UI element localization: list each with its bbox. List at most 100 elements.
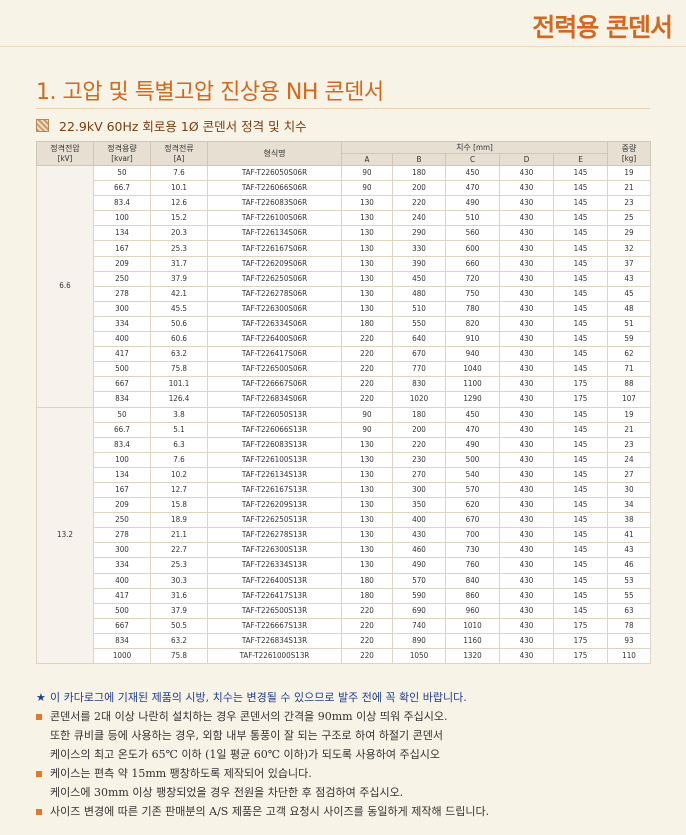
table-cell: 400 <box>93 331 151 348</box>
table-cell: 10.2 <box>150 466 208 483</box>
table-row: 834 126.4 TAF-T226834S06R 220 1020 1290 430 175… <box>37 391 651 408</box>
table-cell: 32 <box>607 240 651 257</box>
table-cell: 130 <box>341 497 393 514</box>
table-cell: 145 <box>553 285 608 302</box>
table-cell: 1100 <box>445 376 500 393</box>
table-cell: 209 <box>93 255 151 272</box>
table-cell: 470 <box>445 180 500 197</box>
table-cell: 6.3 <box>150 436 208 453</box>
table-cell: 48 <box>607 300 651 317</box>
table-cell: 66.7 <box>93 421 151 438</box>
table-cell: 590 <box>392 587 446 604</box>
table-cell: 740 <box>392 617 446 634</box>
table-cell: 209 <box>93 497 151 514</box>
header-dimensions: 치수 [mm] <box>341 141 608 154</box>
table-cell: 450 <box>392 270 446 287</box>
table-cell: 34 <box>607 497 651 514</box>
table-cell: 126.4 <box>150 391 208 408</box>
table-cell: 860 <box>445 587 500 604</box>
table-row: 100 15.2 TAF-T226100S06R 130 240 510 430 145 25 <box>37 210 651 227</box>
table-subtitle: 22.9kV 60Hz 회로용 1Ø 콘덴서 정격 및 치수 <box>36 116 307 135</box>
table-cell: 430 <box>499 466 554 483</box>
table-cell: 45.5 <box>150 300 208 317</box>
table-cell: 430 <box>499 346 554 363</box>
table-cell: 30 <box>607 481 651 499</box>
table-cell: 130 <box>341 542 393 559</box>
table-cell: 100 <box>93 451 151 468</box>
table-cell: 38 <box>607 512 651 529</box>
table-cell: 10.1 <box>150 180 208 197</box>
table-cell: 390 <box>392 255 446 272</box>
table-cell: 167 <box>93 240 151 257</box>
table-cell: 180 <box>392 164 446 182</box>
table-cell: 400 <box>93 572 151 589</box>
table-cell: 130 <box>341 436 393 453</box>
table-cell: 45 <box>607 285 651 302</box>
notes-list: 콘덴서를 2대 이상 나란히 설치하는 경우 콘덴서의 간격을 90mm 이상 … <box>36 707 666 821</box>
table-cell: 500 <box>93 602 151 619</box>
table-cell: TAF-T226334S06R <box>207 315 342 333</box>
table-cell: 350 <box>392 497 446 514</box>
table-cell: 1020 <box>392 391 446 408</box>
table-row: 66.7 10.1 TAF-T226066S06R 90 200 470 430 145 21 <box>37 180 651 197</box>
table-cell: 430 <box>499 632 554 650</box>
table-cell: TAF-T226417S13R <box>207 587 342 604</box>
table-cell: 145 <box>553 361 608 378</box>
table-cell: 22.7 <box>150 542 208 559</box>
table-cell: 430 <box>499 270 554 287</box>
star-icon: ★ <box>36 691 46 704</box>
table-cell: 130 <box>341 451 393 468</box>
table-cell: 430 <box>499 255 554 272</box>
table-cell: TAF-T226134S06R <box>207 225 342 242</box>
table-cell: TAF-T226334S13R <box>207 557 342 574</box>
header-dim-d: D <box>499 153 554 166</box>
header-capacity-label: 정격용량 [kvar] <box>107 143 137 163</box>
table-cell: 330 <box>392 240 446 257</box>
table-cell: 51 <box>607 315 651 333</box>
table-cell: TAF-T226300S06R <box>207 300 342 317</box>
table-row: 334 25.3 TAF-T226334S13R 130 490 760 430 145 46 <box>37 557 651 574</box>
table-cell: 5.1 <box>150 421 208 438</box>
category-title: 전력용 콘덴서 <box>532 13 673 42</box>
note-line: 콘덴서를 2대 이상 나란히 설치하는 경우 콘덴서의 간격을 90mm 이상 … <box>36 707 666 726</box>
voltage-cell: 6.6 <box>36 165 94 408</box>
table-cell: 760 <box>445 557 500 574</box>
table-cell: 300 <box>93 542 151 559</box>
table-cell: 145 <box>553 451 608 468</box>
table-cell: 660 <box>445 255 500 272</box>
table-cell: 20.3 <box>150 225 208 242</box>
table-cell: 130 <box>341 300 393 317</box>
table-cell: 290 <box>392 225 446 242</box>
table-row: 400 60.6 TAF-T226400S06R 220 640 910 430 145 59 <box>37 331 651 348</box>
table-cell: 1040 <box>445 361 500 378</box>
table-cell: TAF-T226100S13R <box>207 451 342 468</box>
table-cell: 278 <box>93 285 151 302</box>
table-cell: 560 <box>445 225 500 242</box>
table-cell: 145 <box>553 346 608 363</box>
table-cell: 134 <box>93 225 151 242</box>
table-cell: 200 <box>392 180 446 197</box>
table-cell: 145 <box>553 527 608 544</box>
table-cell: 770 <box>392 361 446 378</box>
header-capacity: 정격용량 [kvar] <box>93 141 151 166</box>
table-cell: 250 <box>93 270 151 287</box>
table-cell: 145 <box>553 164 608 182</box>
header-voltage: 정격전압 [kV] <box>36 141 94 166</box>
table-cell: 750 <box>445 285 500 302</box>
table-cell: 130 <box>341 466 393 483</box>
table-cell: 180 <box>341 587 393 604</box>
table-cell: 93 <box>607 632 651 650</box>
table-row: 13.2 50 3.8 TAF-T226050S13R 90 180 450 430 145 19 <box>36 406 651 665</box>
table-row: 1000 75.8 TAF-T2261000S13R 220 1050 1320 430 17… <box>37 647 651 665</box>
table-row: 278 21.1 TAF-T226278S13R 130 430 700 430 145 41 <box>37 527 651 544</box>
table-cell: 145 <box>553 497 608 514</box>
table-cell: 430 <box>499 180 554 197</box>
table-cell: 1000 <box>93 647 151 665</box>
table-cell: 75.8 <box>150 647 208 665</box>
table-cell: 430 <box>499 164 554 182</box>
note-star-text: 이 카다로그에 기재된 제품의 시방, 치수는 변경될 수 있으므로 발주 전에… <box>50 691 467 704</box>
table-cell: 134 <box>93 466 151 483</box>
table-cell: 145 <box>553 436 608 453</box>
table-cell: 430 <box>499 391 554 408</box>
table-cell: TAF-T226167S06R <box>207 240 342 257</box>
